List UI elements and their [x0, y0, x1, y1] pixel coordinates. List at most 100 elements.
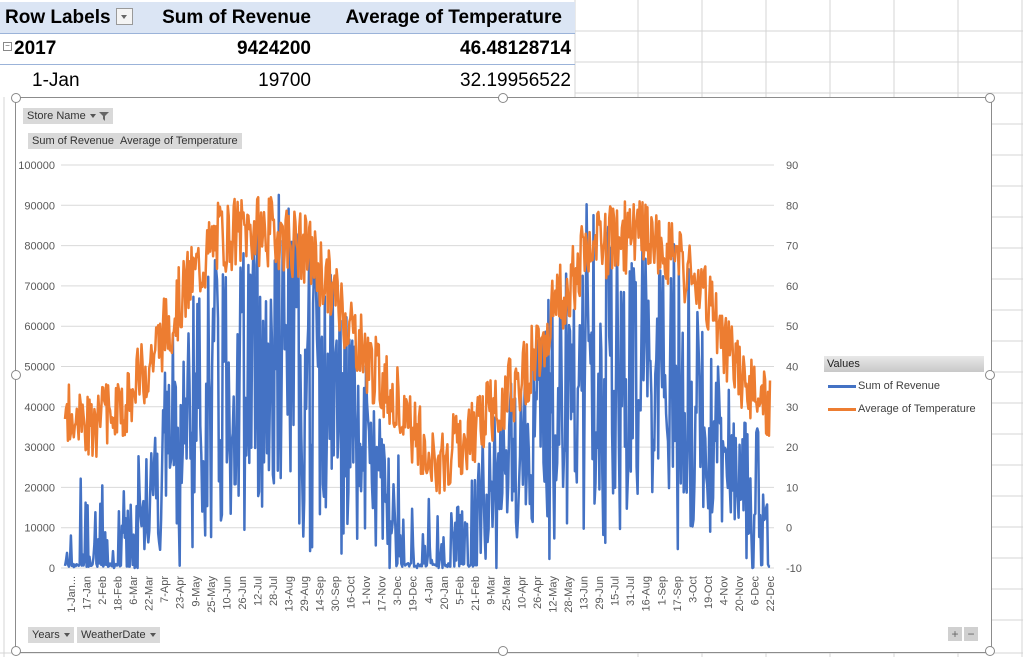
x-tick-label: 12-Jul — [252, 576, 264, 606]
y-tick-label: 30000 — [24, 442, 55, 454]
y-tick-label: 90000 — [24, 200, 55, 212]
collapse-icon[interactable]: − — [3, 41, 12, 51]
year-temperature: 46.48128714 — [460, 37, 571, 59]
x-tick-label: 5-Feb — [454, 576, 466, 605]
avg-temperature-header: Average of Temperature — [345, 6, 562, 28]
x-tick-label: 26-Jun — [237, 576, 249, 610]
x-tick-label: 25-May — [206, 576, 218, 613]
store-name-filter-button[interactable]: Store Name — [23, 108, 113, 124]
x-tick-label: 10-Jun — [221, 576, 233, 610]
y2-tick-label: 40 — [786, 362, 798, 374]
x-tick-label: 16-Aug — [641, 576, 653, 611]
y-tick-label: 20000 — [24, 482, 55, 494]
y2-tick-label: 0 — [786, 523, 792, 535]
resize-handle-bottom-right[interactable] — [985, 646, 995, 656]
x-tick-label: 14-Sep — [315, 576, 327, 611]
x-tick-label: 17-Nov — [377, 576, 389, 612]
legend-swatch-temperature — [828, 407, 856, 411]
y2-tick-label: 60 — [786, 281, 798, 293]
series-line-sum-of-revenue — [63, 193, 771, 570]
years-field-button[interactable]: Years — [28, 627, 74, 643]
x-tick-label: 17-Jan — [82, 576, 94, 610]
x-tick-label: 6-Mar — [128, 576, 140, 605]
filter-icon — [98, 112, 109, 122]
x-tick-label: 6-Dec — [749, 576, 761, 606]
row-labels-filter-dropdown[interactable] — [115, 7, 133, 25]
x-tick-label: 18-Feb — [113, 576, 125, 611]
x-tick-label: 19-Dec — [408, 576, 420, 612]
legend-label-revenue: Sum of Revenue — [858, 380, 940, 392]
year-revenue: 9424200 — [237, 37, 311, 59]
y-tick-label: 0 — [49, 563, 55, 575]
collapse-field-button[interactable]: − — [964, 627, 978, 641]
y2-tick-label: 50 — [786, 321, 798, 333]
resize-handle-top-right[interactable] — [985, 93, 995, 103]
resize-handle-bottom-left[interactable] — [11, 646, 21, 656]
x-tick-label: 22-Dec — [765, 576, 777, 612]
pivot-chart[interactable]: Store Name Sum of Revenue Average of Tem… — [15, 97, 992, 653]
chevron-down-icon — [63, 633, 70, 638]
y2-tick-label: 80 — [786, 200, 798, 212]
x-tick-label: 1-Nov — [361, 576, 373, 606]
pivot-year-row: −2017 9424200 46.48128714 — [0, 33, 575, 65]
resize-handle-right[interactable] — [985, 370, 995, 380]
pivot-header-row: Row Labels Sum of Revenue Average of Tem… — [0, 2, 575, 34]
x-tick-label: 29-Jun — [594, 576, 606, 610]
x-tick-label: 23-Apr — [175, 576, 187, 609]
x-tick-label: 2-Feb — [97, 576, 109, 605]
chart-plot-area: 0 10000 20000 30000 40000 50000 60000 70000 8000… — [18, 160, 802, 613]
x-tick-label: 20-Nov — [734, 576, 746, 612]
resize-handle-top[interactable] — [498, 93, 508, 103]
resize-handle-left[interactable] — [11, 370, 21, 380]
x-tick-label: 9-Mar — [485, 576, 497, 605]
x-tick-label: 10-Apr — [516, 576, 528, 609]
x-tick-label: 3-Dec — [392, 576, 404, 606]
y-tick-label: 40000 — [24, 402, 55, 414]
row-labels-header: Row Labels — [5, 7, 133, 29]
year-label: 2017 — [14, 37, 57, 59]
x-tick-label: 17-Sep — [672, 576, 684, 611]
x-tick-label: 12-May — [548, 576, 560, 613]
row-labels-label: Row Labels — [5, 6, 111, 28]
legend-swatch-revenue — [828, 384, 856, 388]
x-tick-label: 30-Sep — [330, 576, 342, 611]
x-tick-label: 25-Mar — [501, 576, 513, 611]
legend-item-sum-of-revenue[interactable]: Sum of Revenue — [828, 380, 940, 392]
y2-tick-label: 30 — [786, 402, 798, 414]
chevron-down-icon — [89, 114, 96, 119]
x-tick-label: 28-May — [563, 576, 575, 613]
day-label: 1-Jan — [32, 69, 80, 91]
x-tick-label: 1-Jan... — [66, 576, 78, 613]
value-field-sum-of-revenue[interactable]: Sum of Revenue — [28, 133, 118, 149]
x-tick-label: 4-Jan — [423, 576, 435, 604]
x-tick-label: 20-Jan — [439, 576, 451, 610]
y-tick-label: 10000 — [24, 523, 55, 535]
y-tick-label: 60000 — [24, 321, 55, 333]
x-tick-label: 29-Aug — [299, 576, 311, 611]
chevron-down-icon — [149, 633, 156, 638]
value-field-average-of-temperature[interactable]: Average of Temperature — [116, 133, 242, 149]
resize-handle-bottom[interactable] — [498, 646, 508, 656]
x-tick-label: 16-Oct — [346, 576, 358, 609]
y2-tick-label: -10 — [786, 563, 802, 575]
resize-handle-top-left[interactable] — [11, 93, 21, 103]
legend-label-temperature: Average of Temperature — [858, 403, 976, 415]
y-tick-label: 80000 — [24, 241, 55, 253]
pivot-day-row: 1-Jan 19700 32.19956522 — [0, 65, 575, 96]
x-tick-label: 9-May — [190, 576, 202, 607]
x-tick-label: 28-Jul — [268, 576, 280, 606]
x-tick-label: 21-Feb — [470, 576, 482, 611]
legend-item-average-of-temperature[interactable]: Average of Temperature — [828, 403, 976, 415]
x-tick-label: 13-Aug — [283, 576, 295, 611]
x-tick-label: 31-Jul — [625, 576, 637, 606]
weatherdate-label: WeatherDate — [81, 629, 146, 641]
y2-tick-label: 10 — [786, 482, 798, 494]
x-tick-label: 13-Jun — [579, 576, 591, 610]
x-tick-label: 1-Sep — [656, 576, 668, 605]
x-tick-label: 4-Nov — [718, 576, 730, 606]
x-tick-label: 22-Mar — [144, 576, 156, 611]
weatherdate-field-button[interactable]: WeatherDate — [77, 627, 160, 643]
expand-field-button[interactable]: + — [948, 627, 962, 641]
legend-title: Values — [824, 356, 984, 372]
y-tick-label: 100000 — [18, 160, 55, 172]
